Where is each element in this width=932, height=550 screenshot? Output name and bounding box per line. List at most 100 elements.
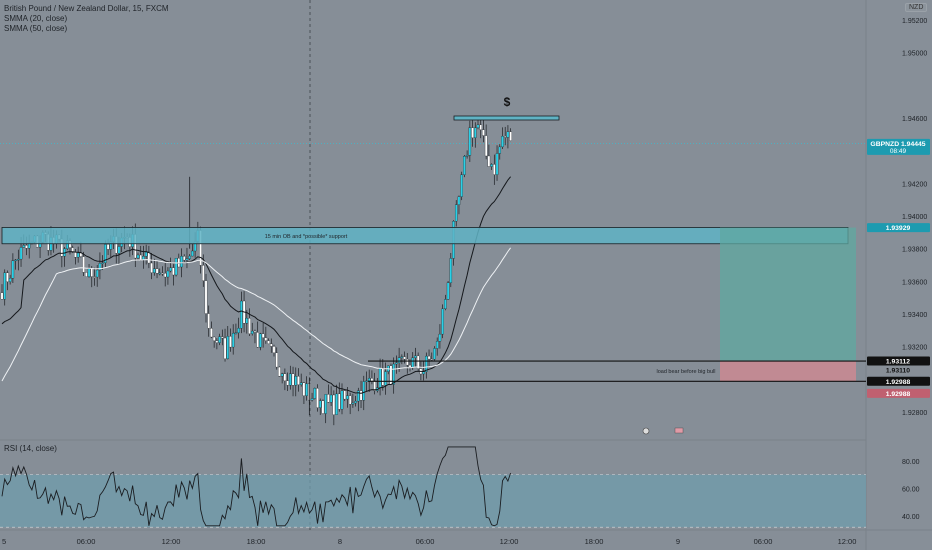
candle-down: [253, 330, 257, 333]
candle-up: [117, 246, 121, 254]
candle-down: [283, 373, 287, 382]
price-tick-label: 1.93400: [902, 312, 927, 319]
candle-down: [406, 358, 409, 366]
candle-up: [22, 245, 26, 248]
candle-down: [479, 124, 482, 130]
last-price-label-text: GBPNZD 1.94445: [870, 141, 925, 148]
candle-up: [144, 251, 148, 257]
candle-up: [280, 373, 284, 377]
smma-20-line: [1, 176, 511, 394]
candle-up: [365, 380, 368, 383]
candle-down: [343, 390, 346, 400]
candle-down: [6, 272, 9, 282]
candle-down: [93, 276, 96, 278]
candle-up: [185, 258, 189, 261]
candle-up: [294, 376, 298, 386]
chart-title[interactable]: British Pound / New Zealand Dollar, 15, …: [4, 4, 169, 13]
candle-up: [104, 244, 107, 263]
stop-price-label: 1.92988: [867, 388, 930, 398]
candle-up: [476, 124, 480, 129]
currency-badge[interactable]: NZD: [905, 3, 928, 12]
candle-down: [172, 267, 175, 276]
candle-down: [267, 340, 270, 344]
candle-down: [161, 272, 164, 275]
position-target-area: [720, 227, 856, 362]
candle-up: [474, 127, 477, 138]
candle-up: [180, 256, 183, 268]
rsi-tick-label: 80.00: [902, 459, 920, 466]
candle-up: [191, 250, 194, 257]
event-marker-icon: [642, 427, 650, 435]
candle-up: [98, 263, 102, 271]
candle-down: [270, 343, 273, 347]
time-tick-label: 12:00: [500, 537, 519, 546]
candle-up: [498, 146, 502, 154]
candle-up: [142, 256, 145, 260]
time-tick-label: 06:00: [754, 537, 773, 546]
price-tick-label: 1.94200: [902, 181, 927, 188]
candle-up: [435, 341, 439, 349]
candle-down: [210, 328, 213, 338]
candle-down: [338, 393, 341, 410]
candle-down: [147, 251, 151, 264]
candle-up: [101, 262, 104, 264]
candle-up: [465, 155, 469, 157]
candle-down: [207, 313, 210, 329]
level-price-label-2: 1.93110: [867, 365, 930, 375]
candle-up: [351, 402, 355, 405]
candle-up: [463, 156, 466, 175]
time-tick-label: 5: [2, 537, 6, 546]
candle-up: [446, 282, 450, 300]
candle-up: [346, 395, 349, 400]
candle-down: [408, 364, 412, 368]
candle-up: [400, 356, 404, 358]
candle-up: [433, 348, 436, 360]
candle-down: [278, 366, 281, 377]
candle-up: [411, 357, 414, 368]
candle-down: [427, 355, 431, 360]
candle-down: [286, 380, 289, 386]
candle-down: [261, 333, 265, 338]
candle-up: [218, 336, 221, 343]
candle-down: [155, 268, 159, 274]
time-tick-label: 18:00: [585, 537, 604, 546]
candle-up: [237, 328, 240, 333]
candle-up: [136, 254, 140, 259]
candle-up: [457, 196, 461, 205]
stop-price-label-text: 1.92988: [886, 391, 911, 398]
candle-up: [357, 390, 360, 402]
candle-up: [313, 388, 317, 399]
target-dollar-label: $: [504, 95, 511, 109]
candle-down: [256, 332, 259, 348]
price-tick-label: 1.93800: [902, 247, 927, 254]
candle-down: [223, 337, 227, 359]
candle-up: [318, 400, 322, 408]
candle-up: [395, 362, 398, 365]
candle-up: [8, 278, 12, 282]
candle-down: [82, 256, 85, 273]
candle-down: [484, 135, 488, 157]
candle-up: [310, 398, 314, 401]
flag-marker-icon: [674, 427, 684, 434]
level-price-label-3-text: 1.92988: [886, 379, 911, 386]
candle-up: [17, 258, 20, 261]
candle-up: [174, 258, 178, 276]
candle-up: [240, 300, 243, 329]
candle-down: [275, 352, 278, 368]
support-zone-label: 15 min OB and *possible* support: [265, 234, 348, 240]
candle-up: [367, 378, 371, 382]
price-tick-label: 1.95200: [902, 18, 927, 25]
price-tick-label: 1.93200: [902, 345, 927, 352]
price-axis-panel: [866, 0, 932, 550]
rsi-legend[interactable]: RSI (14, close): [4, 444, 57, 453]
candle-up: [392, 363, 395, 385]
candle-up: [14, 259, 17, 262]
candle-down: [348, 395, 352, 405]
smma-50-label[interactable]: SMMA (50, close): [4, 24, 68, 33]
candle-up: [495, 153, 499, 175]
smma-20-label[interactable]: SMMA (20, close): [4, 14, 68, 23]
candle-up: [506, 131, 510, 138]
candle-up: [454, 204, 458, 222]
